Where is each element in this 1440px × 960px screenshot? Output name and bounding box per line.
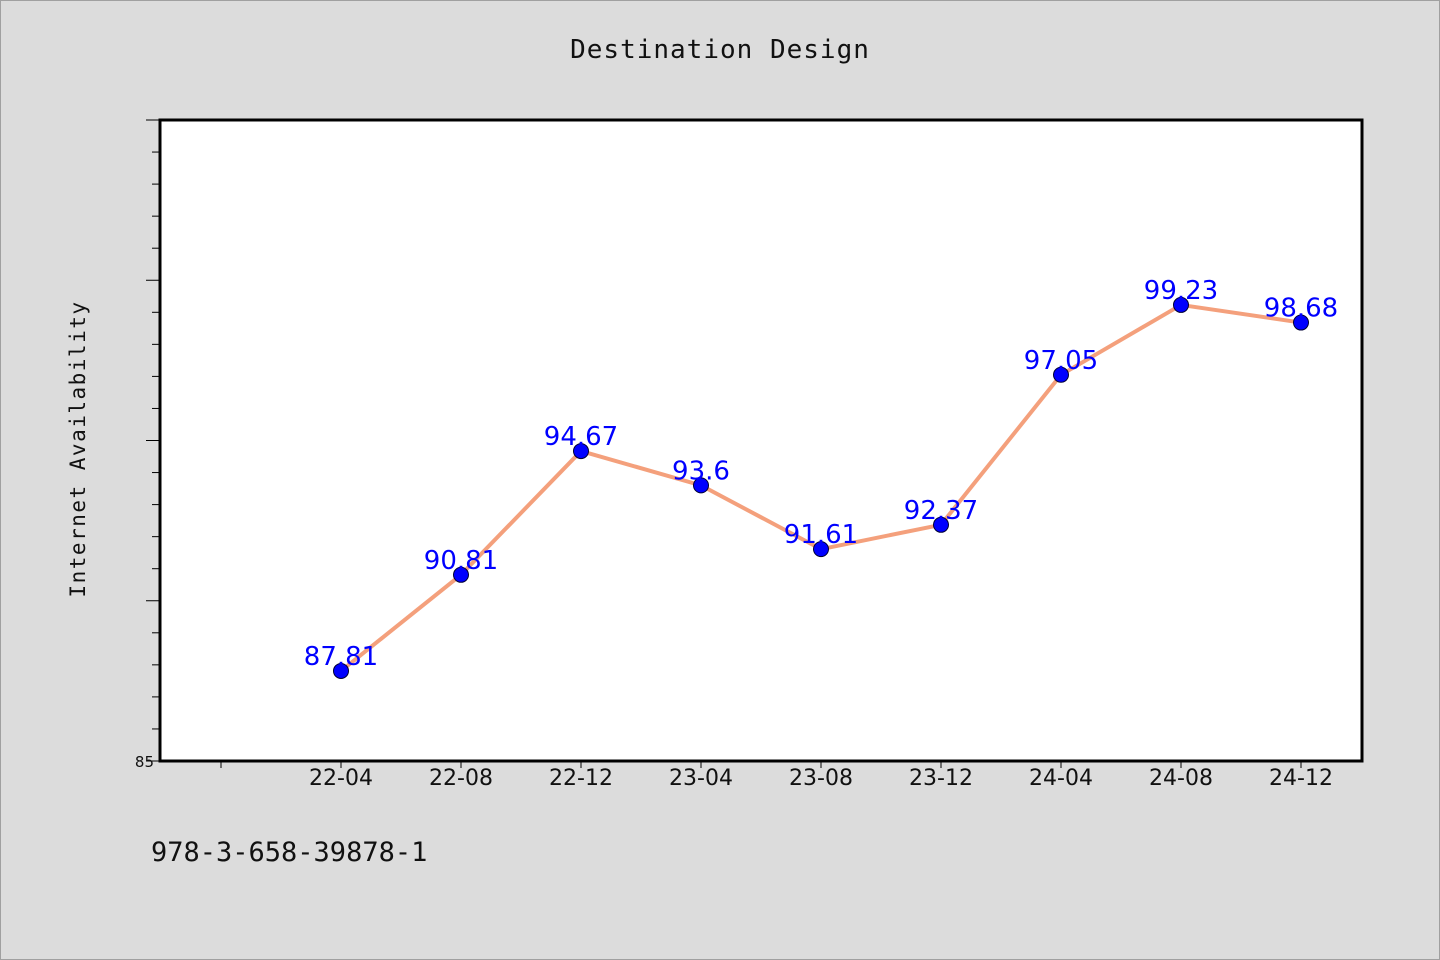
data-point <box>453 566 469 583</box>
data-label: 97.05 <box>1024 346 1098 376</box>
data-label: 90.81 <box>424 546 498 576</box>
x-tick-label: 22-12 <box>549 766 613 791</box>
x-tick-label: 24-08 <box>1149 766 1213 791</box>
data-point <box>1053 366 1069 383</box>
x-axis-ticks: 22-04 22-08 22-12 23-04 23-08 23-12 24-04 24-08… <box>220 761 1333 791</box>
data-labels-group: 87.81 90.81 94.67 93.6 91.61 92.37 97.05 99.23 9… <box>304 276 1338 672</box>
data-label: 99.23 <box>1144 276 1218 306</box>
y-axis-label: Internet Availability <box>66 300 90 597</box>
data-label: 93.6 <box>672 456 730 486</box>
data-point <box>693 477 709 494</box>
data-label: 98.68 <box>1264 294 1338 324</box>
data-point <box>1293 314 1309 331</box>
x-tick-label: 23-12 <box>909 766 973 791</box>
x-tick-label: 22-08 <box>429 766 493 791</box>
data-point <box>573 443 589 460</box>
data-label: 92.37 <box>904 496 978 526</box>
series-points-group <box>333 296 1309 679</box>
data-point <box>813 541 829 558</box>
x-tick-label: 23-08 <box>789 766 853 791</box>
x-tick-label: 22-04 <box>309 766 373 791</box>
data-point <box>1173 296 1189 313</box>
x-tick-label: 24-12 <box>1269 766 1333 791</box>
data-label: 87.81 <box>304 642 378 672</box>
x-tick-label: 23-04 <box>669 766 733 791</box>
x-tick-label: 24-04 <box>1029 766 1093 791</box>
chart-title: Destination Design <box>570 35 870 65</box>
y-tick-label: 85 <box>135 753 154 771</box>
data-label: 91.61 <box>784 520 858 550</box>
data-point <box>333 662 349 679</box>
y-axis-ticks: 85 <box>135 119 160 771</box>
footer-code: 978-3-658-39878-1 <box>151 837 428 868</box>
data-point <box>933 516 949 533</box>
data-label: 94.67 <box>544 422 618 452</box>
